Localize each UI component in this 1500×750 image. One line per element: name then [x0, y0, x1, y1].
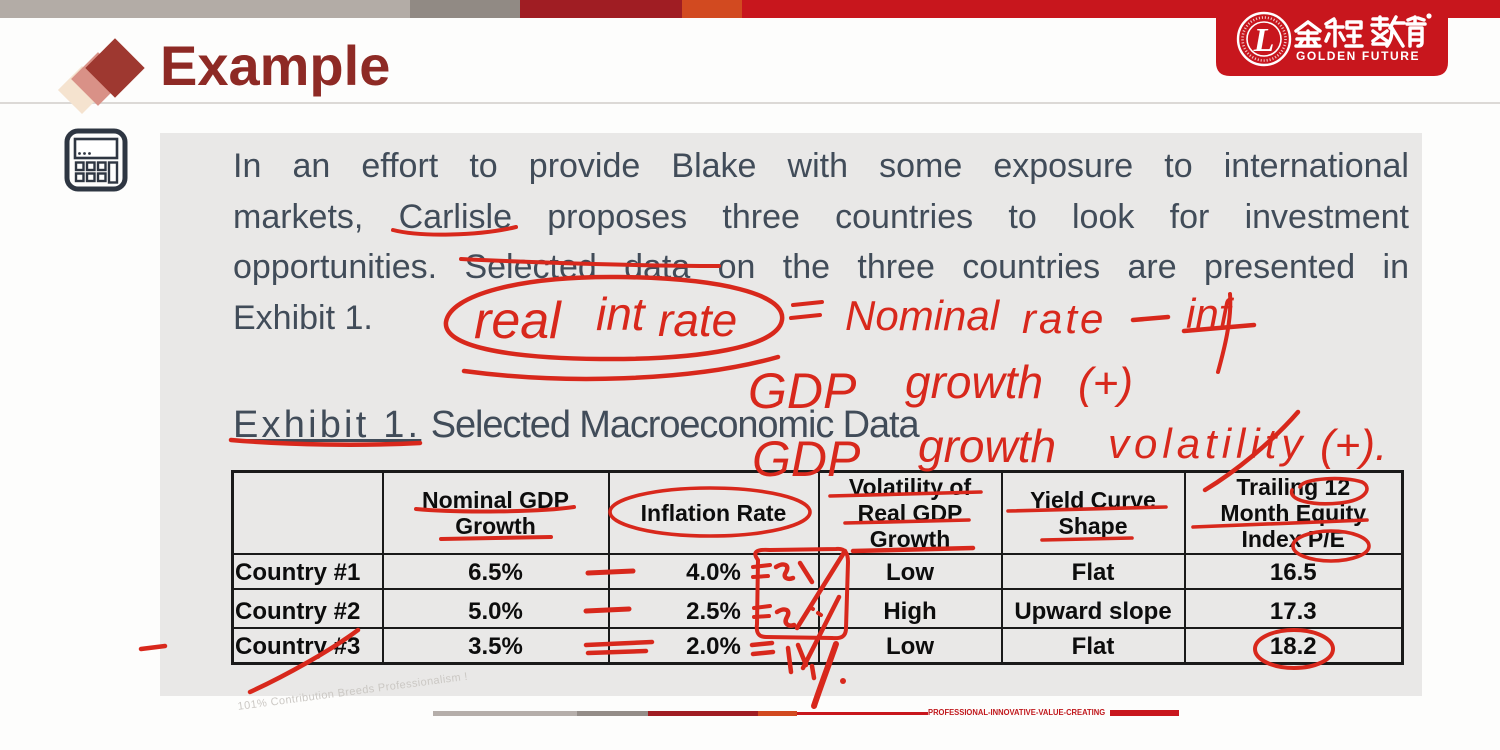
svg-text:growth: growth [918, 420, 1056, 472]
svg-text:GOLDEN FUTURE: GOLDEN FUTURE [1296, 49, 1420, 63]
svg-text:Nominal: Nominal [845, 292, 1001, 339]
svg-text:volatility: volatility [1108, 420, 1307, 467]
svg-text:rate: rate [1022, 295, 1106, 342]
svg-text:(+).: (+). [1320, 421, 1387, 470]
svg-text:rate: rate [658, 294, 737, 346]
svg-text:(+): (+) [1078, 359, 1133, 408]
svg-text:inf: inf [1186, 290, 1235, 337]
svg-text:L: L [1253, 22, 1275, 59]
svg-text:GDP: GDP [748, 363, 857, 419]
svg-text:int: int [596, 288, 647, 340]
svg-text:GDP: GDP [752, 431, 861, 487]
svg-text:growth: growth [905, 356, 1043, 408]
svg-text:real: real [474, 292, 562, 350]
